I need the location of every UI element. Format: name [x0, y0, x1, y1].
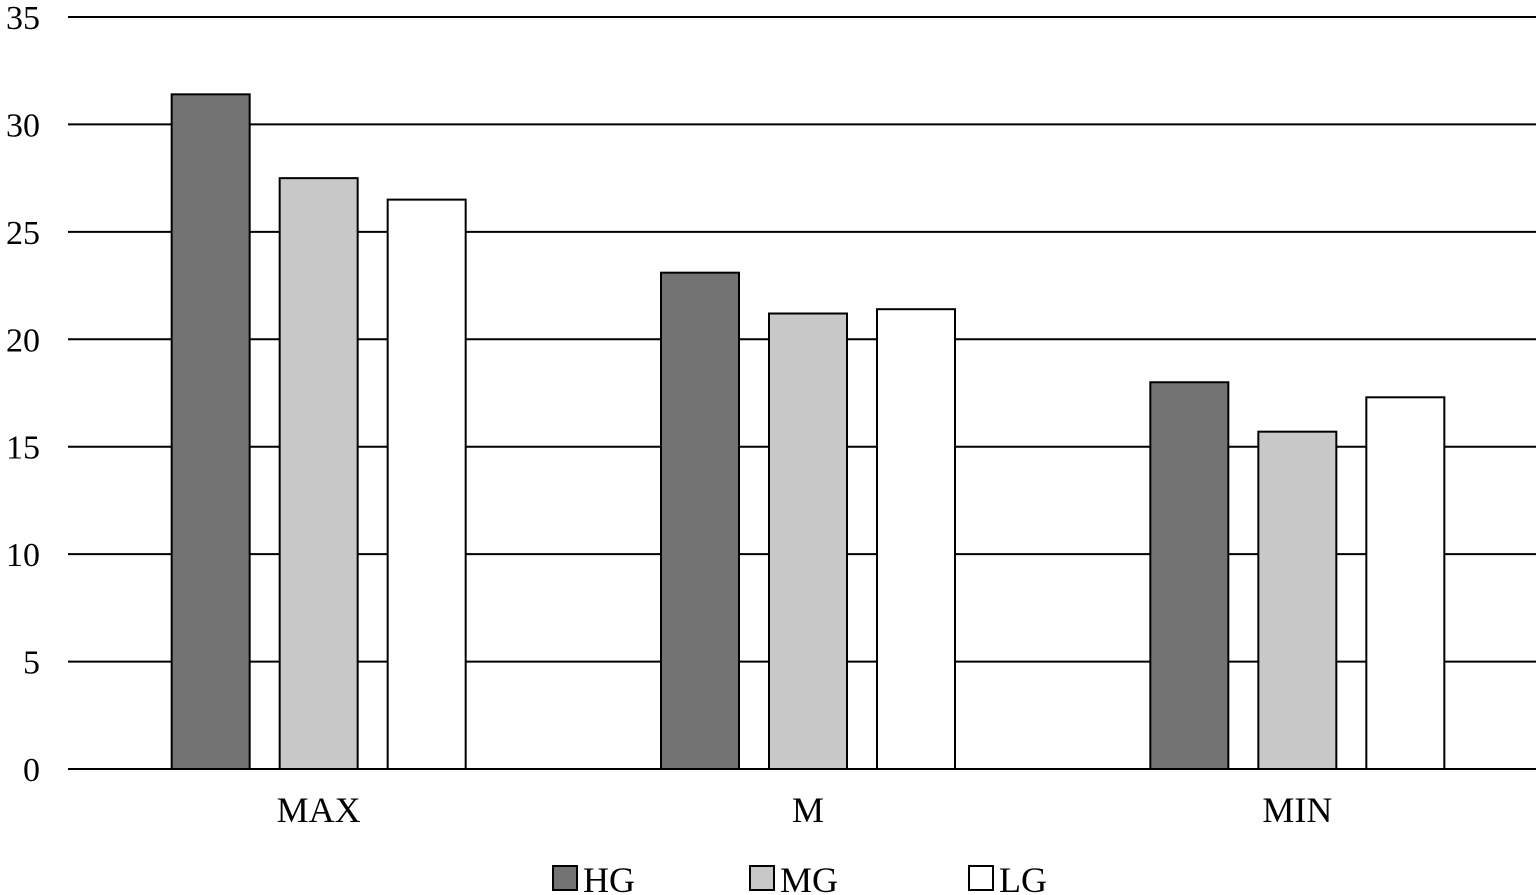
y-tick-label: 10: [6, 537, 40, 574]
bar-hg-min: [1149, 381, 1230, 770]
y-tick-label: 5: [23, 645, 40, 682]
x-tick-label: M: [792, 790, 824, 830]
y-tick-label: 35: [6, 0, 40, 37]
x-tick-label: MAX: [277, 790, 361, 830]
legend-swatch-hg: [552, 865, 578, 891]
legend-label-mg: MG: [780, 860, 838, 895]
legend-label-lg: LG: [999, 860, 1047, 895]
y-tick-label: 20: [6, 322, 40, 359]
bar-mg-min: [1257, 430, 1338, 770]
bar-mg-max: [278, 177, 359, 770]
bar-hg-m: [660, 271, 740, 770]
bar-lg-max: [386, 198, 467, 770]
bar-lg-min: [1365, 396, 1446, 770]
y-tick-label: 15: [6, 430, 40, 467]
legend-swatch-lg: [968, 865, 994, 891]
x-tick-label: MIN: [1262, 790, 1332, 830]
y-tick-label: 30: [6, 107, 40, 144]
legend-label-hg: HG: [583, 860, 635, 895]
bar-lg-m: [876, 308, 956, 770]
y-tick-label: 0: [23, 752, 40, 789]
legend-swatch-mg: [749, 865, 775, 891]
y-tick-label: 25: [6, 215, 40, 252]
bar-hg-max: [170, 93, 251, 770]
bar-mg-m: [768, 312, 848, 770]
